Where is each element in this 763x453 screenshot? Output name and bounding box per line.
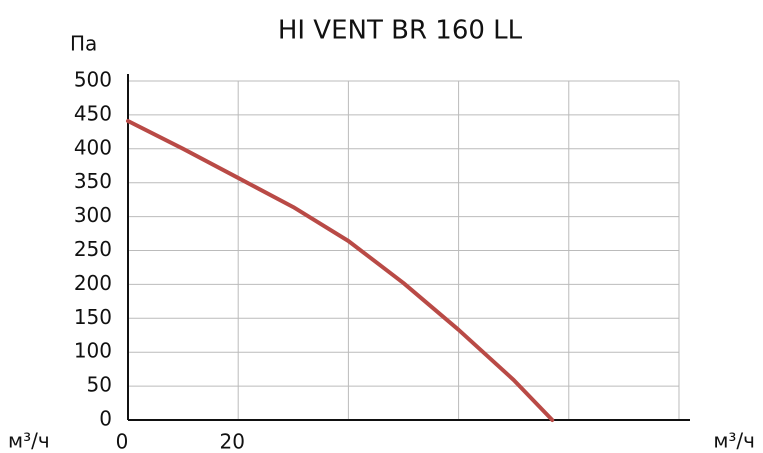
chart-title: HI VENT BR 160 LL — [278, 16, 523, 46]
x-axis-label-right: м³/ч — [713, 429, 755, 453]
y-tick-label: 300 — [74, 203, 112, 227]
y-tick-label: 100 — [74, 339, 112, 363]
y-tick-label: 450 — [74, 101, 112, 125]
y-tick-label: 0 — [99, 407, 112, 431]
y-tick-label: 50 — [87, 373, 112, 397]
y-tick-label: 500 — [74, 68, 112, 92]
x-tick-label: 0 — [116, 430, 129, 453]
y-axis-label: Па — [70, 32, 97, 56]
x-tick-label: 20 — [219, 430, 244, 453]
y-tick-label: 350 — [74, 169, 112, 193]
y-tick-label: 250 — [74, 237, 112, 261]
data-line — [126, 119, 555, 422]
x-axis-label: м³/ч — [8, 429, 50, 453]
y-tick-label: 200 — [74, 271, 112, 295]
y-tick-label: 400 — [74, 135, 112, 159]
y-tick-label: 150 — [74, 305, 112, 329]
